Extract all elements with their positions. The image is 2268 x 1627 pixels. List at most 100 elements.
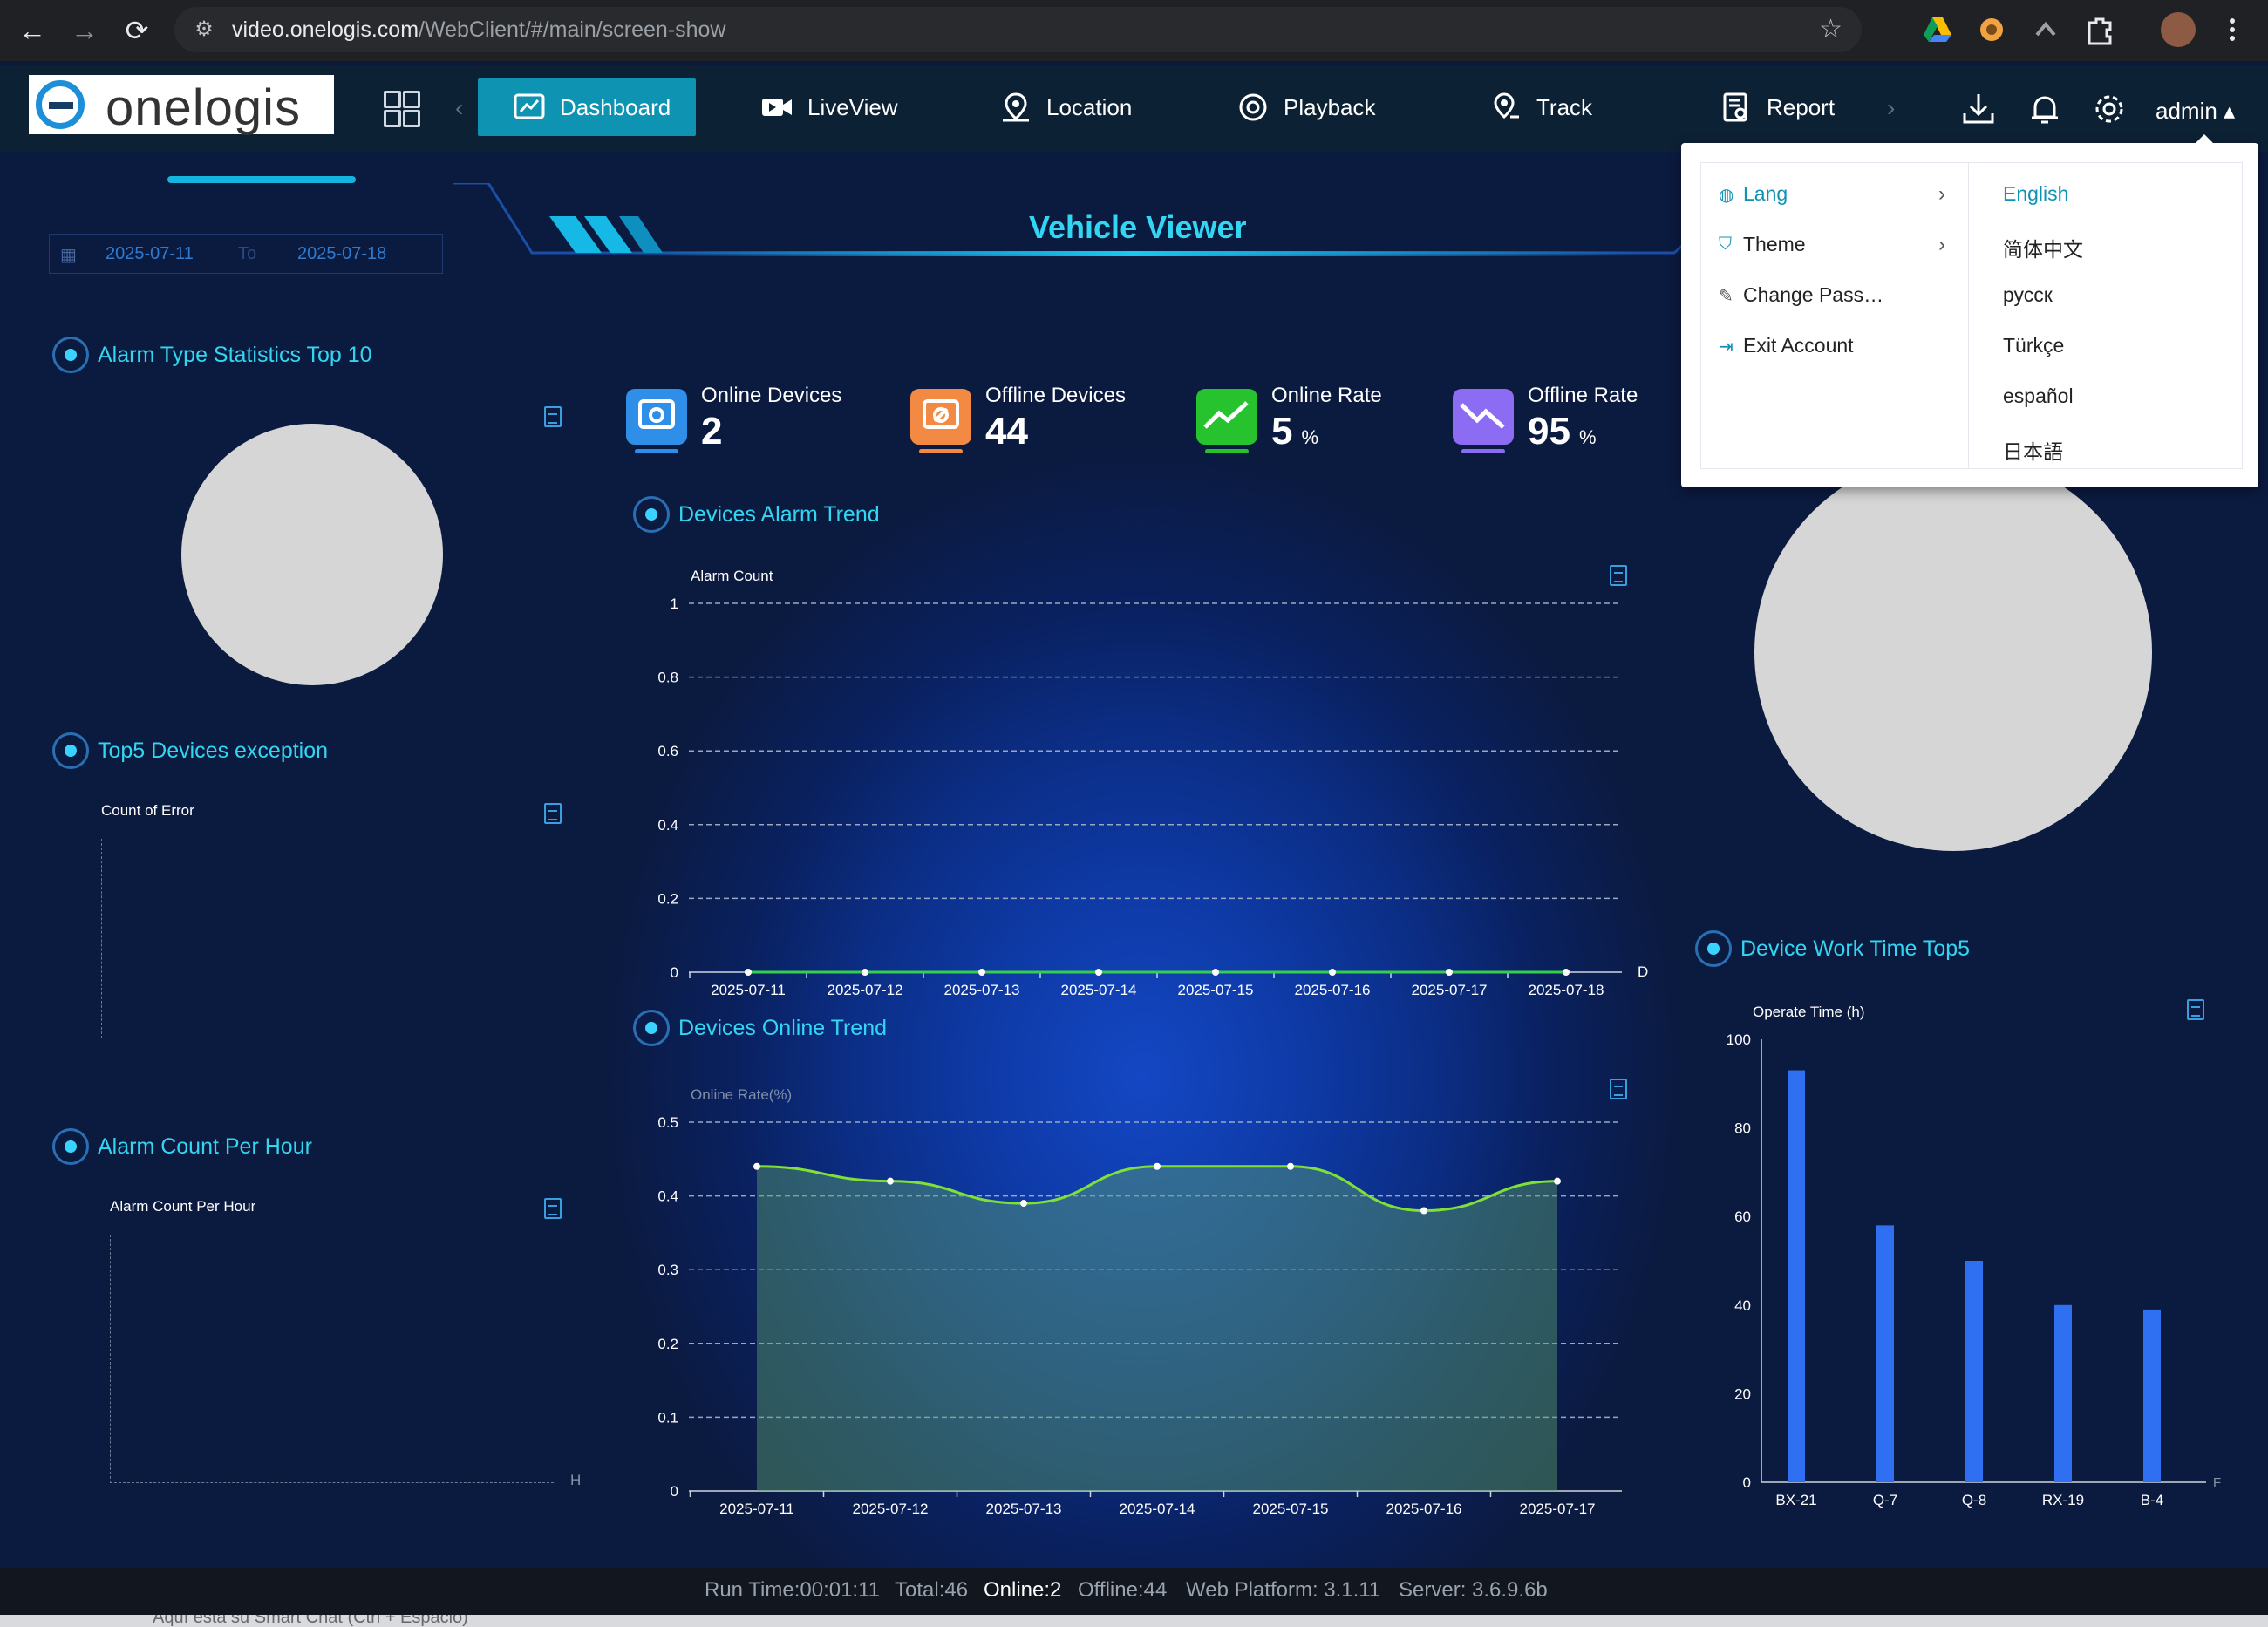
data-point: [1420, 1207, 1427, 1215]
shirt-icon: ⛉: [1719, 235, 1732, 254]
y-tick-label: 0.6: [657, 743, 678, 759]
lang-spanish[interactable]: español: [2003, 385, 2074, 407]
section-badge-icon: [52, 337, 89, 373]
download-icon[interactable]: [1960, 91, 1997, 127]
menu-liveview[interactable]: LiveView: [760, 78, 898, 136]
bar: [2054, 1304, 2072, 1482]
smart-chat-hint-text: Aquí está su Smart Chat (Ctrl + Espacio): [153, 1615, 468, 1627]
data-point: [1563, 969, 1570, 976]
section-alarm-type-label: Alarm Type Statistics Top 10: [98, 342, 372, 367]
menu-track[interactable]: Track: [1489, 78, 1592, 136]
settings-gear-icon[interactable]: [2091, 91, 2128, 127]
profile-avatar[interactable]: [2161, 12, 2196, 47]
lang-chinese[interactable]: 简体中文: [2003, 238, 2083, 261]
onelogis-logo[interactable]: onelogis: [29, 75, 334, 136]
username-label: admin: [2156, 98, 2217, 124]
x-tick-label: 2025-07-15: [1178, 982, 1254, 998]
export-doc-icon[interactable]: [2187, 999, 2204, 1020]
menu-liveview-label: LiveView: [807, 93, 898, 120]
address-bar[interactable]: ⚙ video.onelogis.com/WebClient/#/main/sc…: [174, 7, 1862, 52]
menu-track-label: Track: [1536, 93, 1593, 120]
status-bar: Run Time:00:01:11 Total:46 Online:2 Offl…: [0, 1568, 2268, 1615]
lang-english[interactable]: English: [2003, 182, 2069, 205]
date-to[interactable]: 2025-07-18: [297, 244, 387, 263]
menu-scroll-left-icon[interactable]: ‹: [455, 94, 464, 121]
extension-sun-icon[interactable]: [1974, 12, 2009, 47]
data-point: [1154, 1162, 1161, 1170]
date-to-label: To: [238, 244, 257, 263]
kpi-value: 95%: [1528, 410, 1597, 453]
x-tick-label: 2025-07-12: [828, 982, 903, 998]
menu-location[interactable]: Location: [999, 78, 1132, 136]
caret-up-icon: ▴: [2224, 98, 2236, 124]
alarm-hour-empty-chart: [110, 1235, 554, 1483]
dropdown-theme[interactable]: ⛉ Theme: [1719, 233, 1806, 256]
url-text[interactable]: video.onelogis.com/WebClient/#/main/scre…: [232, 17, 725, 43]
menu-dashboard-label: Dashboard: [560, 93, 671, 120]
data-point: [862, 969, 868, 976]
location-pin-icon: [999, 91, 1032, 124]
menu-report[interactable]: Report: [1720, 78, 1835, 136]
x-tick-label: BX-21: [1775, 1492, 1816, 1508]
y-tick-label: 0.2: [657, 1336, 678, 1352]
status-web-platform: Web Platform: 3.1.11: [1186, 1578, 1381, 1602]
dropdown-change-password[interactable]: ✎ Change Pass…: [1719, 283, 1883, 307]
export-doc-icon[interactable]: [1610, 1079, 1627, 1099]
kpi-value: 5%: [1271, 410, 1318, 453]
extensions-puzzle-icon[interactable]: [2082, 12, 2117, 47]
edit-icon: ✎: [1719, 287, 1733, 306]
data-point: [1020, 1200, 1027, 1208]
site-info-icon[interactable]: ⚙: [194, 17, 214, 41]
export-doc-icon[interactable]: [544, 803, 562, 824]
user-menu-trigger[interactable]: admin ▴: [2156, 98, 2235, 125]
camera-icon: [626, 389, 687, 453]
trend-up-icon: [1196, 389, 1257, 453]
export-doc-icon[interactable]: [1610, 565, 1627, 586]
x-tick-label: 2025-07-17: [1412, 982, 1488, 998]
x-tick-label: 2025-07-14: [1061, 982, 1137, 998]
reload-icon[interactable]: ⟳: [125, 15, 149, 46]
drive-extension-icon[interactable]: [1920, 12, 1955, 47]
x-tick-label: 2025-07-17: [1520, 1501, 1596, 1517]
status-online: Online:2: [984, 1578, 1062, 1602]
dropdown-exit-account[interactable]: ⇥ Exit Account: [1719, 334, 1854, 357]
forward-icon[interactable]: →: [71, 15, 99, 46]
alarm-trend-chart: Alarm Count 0 0.2 0.4 0.6 0.8 1 2025-07-11 2025-…: [657, 568, 1648, 998]
lang-japanese[interactable]: 日本語: [2003, 440, 2063, 463]
data-point: [887, 1177, 894, 1185]
lang-russian[interactable]: русск: [2003, 283, 2053, 306]
date-from[interactable]: 2025-07-11: [106, 244, 194, 263]
extension-small-icon[interactable]: [2028, 12, 2063, 47]
date-range-picker[interactable]: ▦ 2025-07-11 To 2025-07-18: [49, 234, 443, 274]
export-doc-icon[interactable]: [544, 406, 562, 427]
y-tick-label: 0.5: [657, 1114, 678, 1131]
track-pin-icon: [1489, 91, 1522, 124]
lang-turkish[interactable]: Türkçe: [2003, 334, 2065, 357]
bell-icon[interactable]: [2026, 91, 2063, 127]
menu-playback[interactable]: Playback: [1236, 78, 1376, 136]
x-tick-label: Q-8: [1962, 1492, 1986, 1508]
x-tick-label: 2025-07-18: [1529, 982, 1604, 998]
bar: [1788, 1070, 1805, 1482]
y-tick-label: 0.4: [657, 817, 678, 834]
alarm-type-pie-placeholder: [181, 424, 443, 685]
back-icon[interactable]: ←: [18, 15, 46, 46]
export-doc-icon[interactable]: [544, 1198, 562, 1219]
dropdown-lang[interactable]: ◍ Lang: [1719, 182, 1788, 206]
bar: [1965, 1261, 1983, 1482]
browser-menu-icon[interactable]: [2215, 12, 2250, 47]
menu-dashboard[interactable]: Dashboard: [478, 78, 696, 136]
app-grid-icon[interactable]: [384, 91, 420, 127]
data-point: [1446, 969, 1453, 976]
kpi-label: Offline Devices: [985, 384, 1126, 407]
series-area: [757, 1166, 1557, 1491]
kpi-unit: %: [1301, 426, 1319, 448]
section-badge-icon: [633, 1010, 670, 1046]
x-tick-label: RX-19: [2042, 1492, 2084, 1508]
section-top5-label: Top5 Devices exception: [98, 738, 329, 763]
x-tick-label: B-4: [2141, 1492, 2163, 1508]
section-badge-icon: [633, 496, 670, 533]
menu-scroll-right-icon[interactable]: ›: [1887, 94, 1896, 121]
section-top5-title: Top5 Devices exception: [52, 732, 471, 769]
bookmark-star-icon[interactable]: ☆: [1819, 15, 1842, 44]
